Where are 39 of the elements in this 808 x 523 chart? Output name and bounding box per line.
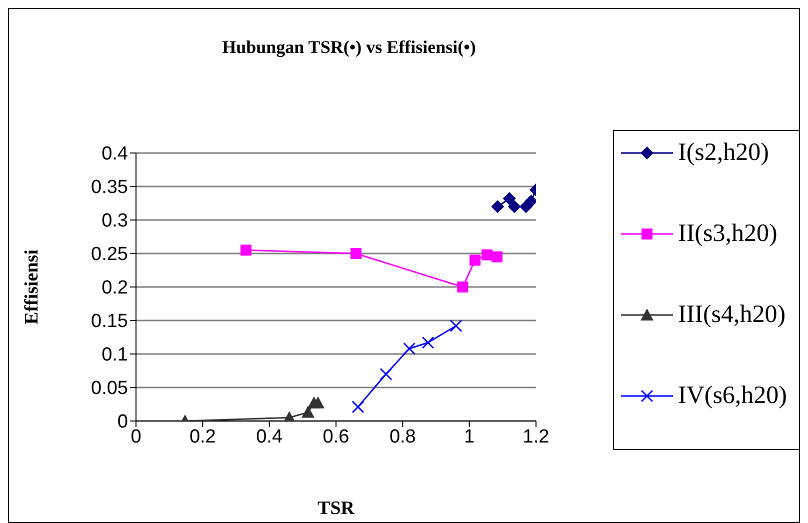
point bbox=[403, 342, 416, 355]
y-tick-label: 0.1 bbox=[102, 344, 128, 366]
point bbox=[450, 320, 462, 332]
point bbox=[482, 249, 492, 260]
x-tick-label: 0.6 bbox=[322, 426, 350, 448]
y-tick-label: 0.15 bbox=[91, 311, 128, 332]
x-tick-label: 1.2 bbox=[522, 426, 550, 448]
y-tick-label: 0.35 bbox=[91, 177, 128, 198]
y-tick-label: 0.4 bbox=[102, 144, 128, 165]
y-tick-label: 0.3 bbox=[102, 210, 128, 232]
chart-title: Hubungan TSR(•) vs Effisiensi(•) bbox=[221, 37, 477, 58]
point bbox=[470, 254, 480, 266]
y-axis-title: Effisiensi bbox=[22, 250, 43, 324]
point bbox=[302, 406, 314, 418]
x-tick-label: 0 bbox=[130, 426, 142, 448]
legend-label: II(s3,h20) bbox=[678, 219, 778, 249]
y-tick-label: 0.2 bbox=[102, 278, 128, 299]
point bbox=[502, 192, 516, 206]
point bbox=[457, 282, 468, 292]
x-tick-label: 1 bbox=[464, 426, 475, 448]
point bbox=[240, 244, 252, 256]
point bbox=[508, 200, 521, 214]
point bbox=[492, 251, 502, 262]
x-tick-label: 0.8 bbox=[389, 426, 416, 448]
point bbox=[422, 336, 434, 349]
legend-label: IV(s6,h20) bbox=[678, 381, 788, 411]
point bbox=[491, 200, 504, 214]
legend-label: I(s2,h20) bbox=[678, 138, 770, 168]
point bbox=[312, 396, 324, 408]
x-axis-title: TSR bbox=[318, 498, 355, 519]
point bbox=[352, 400, 364, 414]
legend-label: III(s4,h20) bbox=[678, 300, 787, 330]
y-tick-label: 0.05 bbox=[91, 378, 128, 400]
y-tick-label: 0 bbox=[117, 412, 128, 433]
x-tick-label: 0.2 bbox=[189, 426, 216, 448]
point bbox=[380, 368, 392, 380]
x-tick-label: 0.4 bbox=[256, 426, 283, 448]
point bbox=[350, 248, 362, 259]
y-tick-label: 0.25 bbox=[91, 244, 128, 266]
